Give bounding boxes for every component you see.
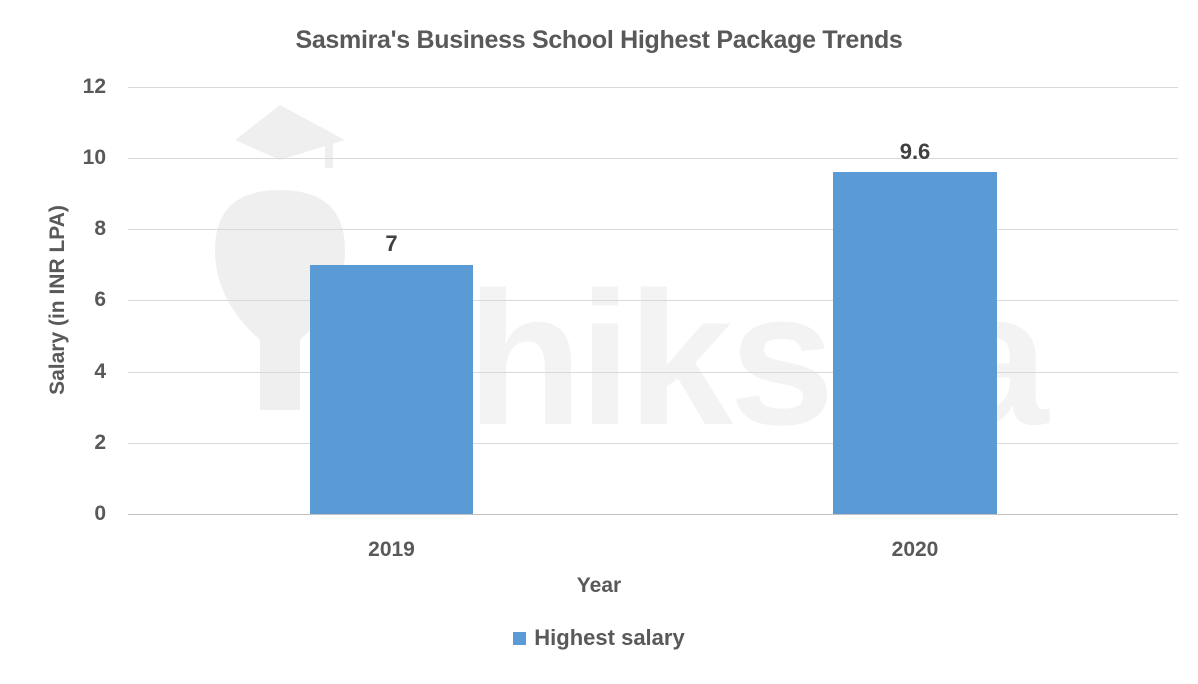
bar-2019 (310, 265, 473, 514)
gridline (128, 372, 1178, 373)
y-tick: 2 (94, 431, 106, 454)
legend: Highest salary (0, 625, 1198, 651)
data-label-2019: 7 (385, 231, 398, 256)
x-axis-label: Year (576, 574, 622, 597)
gridline (128, 443, 1178, 444)
gridline (128, 87, 1178, 88)
gridline (128, 158, 1178, 159)
y-tick: 10 (82, 146, 106, 169)
gridline (128, 300, 1178, 301)
x-axis-line (128, 514, 1178, 515)
legend-label: Highest salary (534, 625, 685, 650)
y-tick: 0 (94, 502, 106, 525)
data-label-2020: 9.6 (899, 139, 931, 164)
y-tick: 6 (94, 288, 106, 311)
chart-title: Sasmira's Business School Highest Packag… (295, 26, 903, 54)
legend-swatch-icon (513, 631, 527, 645)
x-tick-2019: 2019 (368, 538, 415, 561)
x-tick-2020: 2020 (891, 538, 939, 561)
y-tick: 12 (82, 75, 106, 98)
y-tick: 4 (94, 360, 106, 383)
bar-2020 (833, 172, 997, 514)
plot-area: 7 9.6 (128, 87, 1178, 515)
gridline (128, 229, 1178, 230)
y-tick: 8 (94, 217, 106, 240)
